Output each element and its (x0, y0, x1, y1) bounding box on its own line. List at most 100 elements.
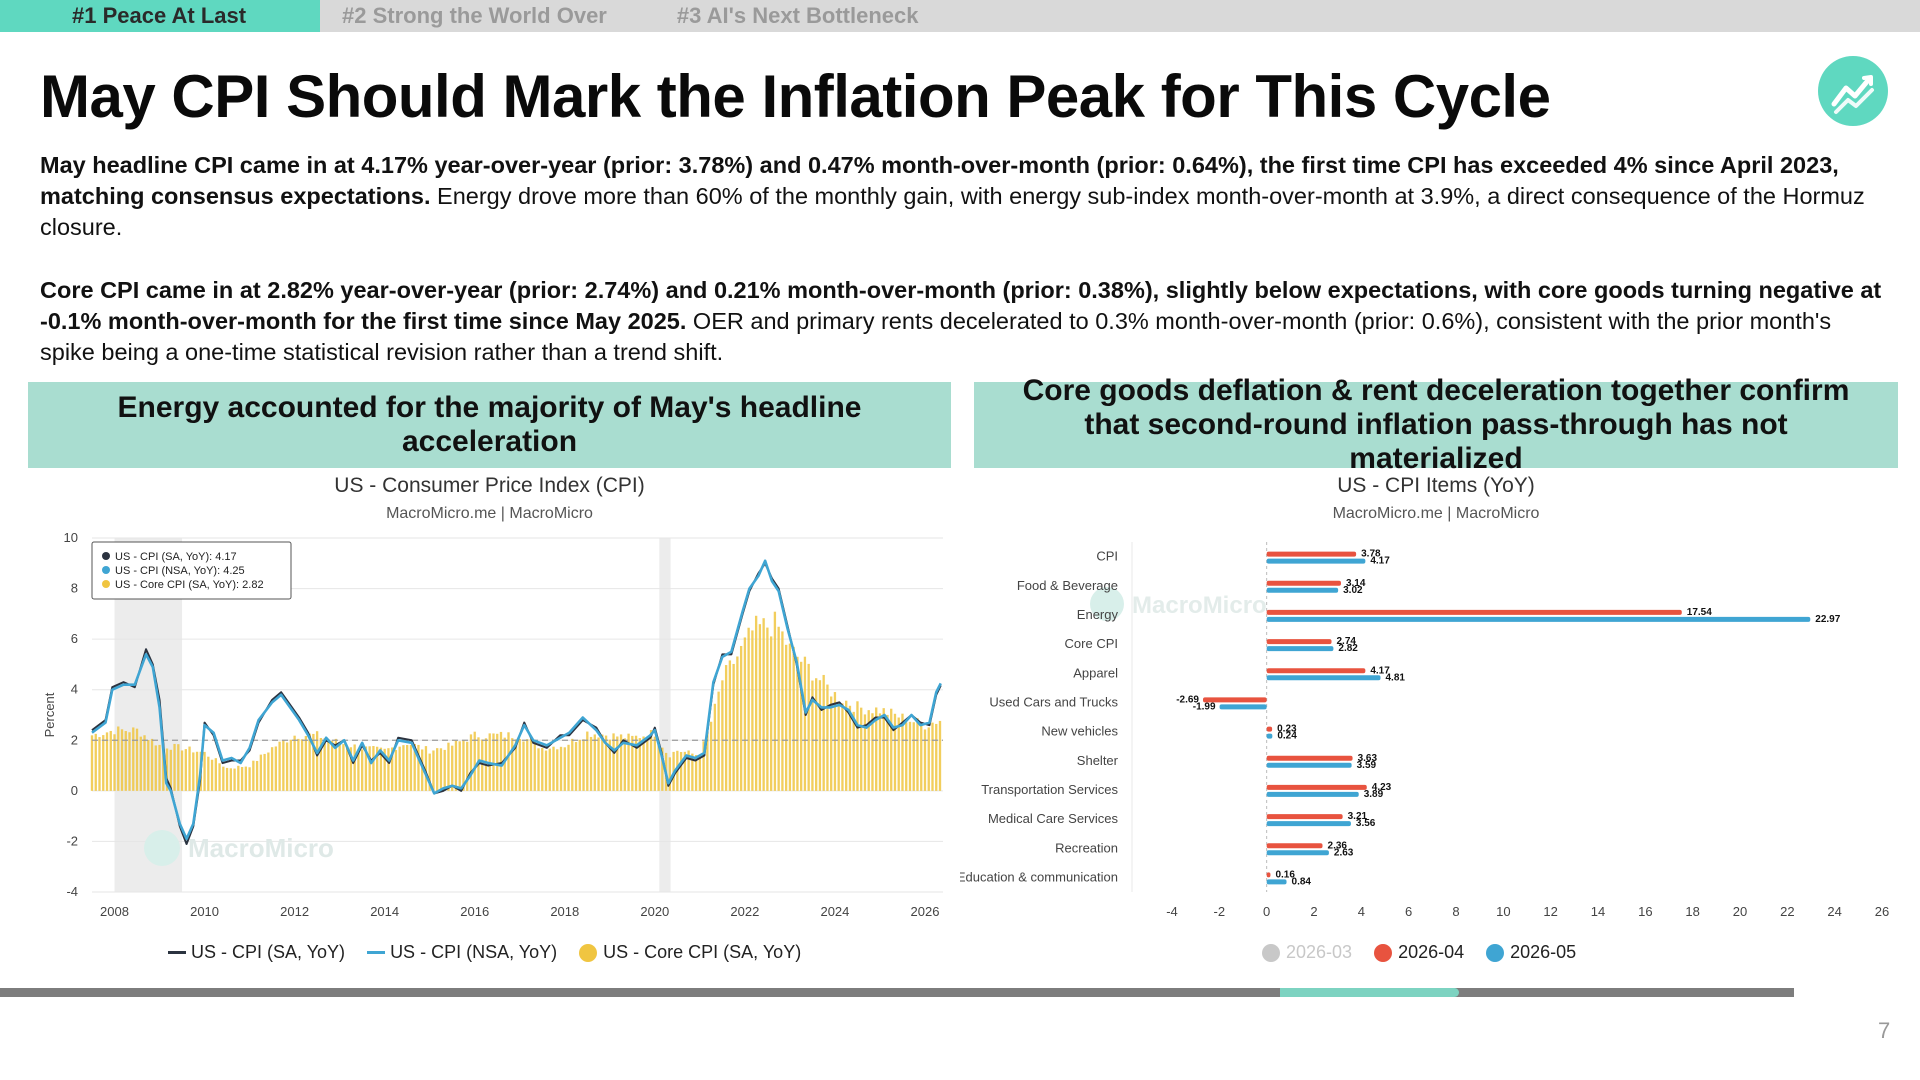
core-cpi-bar (777, 626, 780, 791)
bar-2026-04[interactable] (1266, 551, 1357, 557)
bar-value-label: 3.63 (1358, 753, 1378, 764)
core-cpi-bar (830, 696, 833, 791)
legend-cpi-sa-label: US - CPI (SA, YoY) (191, 942, 346, 962)
bar-2026-04[interactable] (1266, 580, 1341, 586)
tooltip-entry: US - CPI (SA, YoY): 4.17 (115, 551, 237, 563)
core-cpi-bar (203, 751, 206, 791)
core-cpi-bar (826, 684, 829, 791)
bar-2026-04[interactable] (1266, 814, 1343, 820)
bar-2026-04[interactable] (1266, 872, 1271, 878)
core-cpi-bar (556, 749, 559, 791)
legend-2026-04[interactable]: 2026-04 (1374, 942, 1464, 963)
x-tick-label: 2010 (190, 904, 219, 919)
core-cpi-bar (800, 661, 803, 791)
core-cpi-bar (132, 727, 135, 791)
core-cpi-bar (702, 741, 705, 791)
core-cpi-bar (612, 733, 615, 791)
bar-2026-04[interactable] (1266, 755, 1353, 761)
bar-2026-05[interactable] (1266, 558, 1366, 564)
core-cpi-bar (383, 748, 386, 791)
bar-2026-05[interactable] (1266, 821, 1351, 827)
x-tick-label: 2 (1310, 904, 1317, 919)
x-tick-label: 2012 (280, 904, 309, 919)
core-cpi-bar (589, 736, 593, 791)
legend-2026-03[interactable]: 2026-03 (1262, 942, 1352, 963)
bar-2026-04[interactable] (1266, 668, 1366, 674)
bar-value-label: 3.78 (1361, 549, 1381, 560)
bar-2026-05[interactable] (1266, 733, 1273, 739)
core-cpi-bar (511, 738, 514, 791)
core-cpi-bar (762, 618, 765, 791)
core-cpi-bar (263, 753, 266, 791)
core-cpi-bar (788, 643, 792, 791)
core-cpi-bar (773, 611, 777, 791)
core-cpi-bar (841, 703, 844, 791)
core-cpi-bar (912, 722, 915, 791)
legend-2026-05[interactable]: 2026-05 (1486, 942, 1576, 963)
core-cpi-bar (766, 627, 769, 791)
x-tick-label: 2008 (100, 904, 129, 919)
core-cpi-bar (338, 743, 341, 791)
watermark-text: MacroMicro (188, 833, 334, 863)
core-cpi-bar (207, 756, 210, 791)
bar-2026-04[interactable] (1266, 843, 1323, 849)
bar-2026-04[interactable] (1266, 609, 1682, 615)
core-cpi-bar (387, 748, 390, 791)
core-cpi-bar (499, 731, 503, 791)
bar-2026-05[interactable] (1266, 646, 1334, 652)
core-cpi-bar (293, 735, 296, 791)
watermark-text: MacroMicro (1132, 592, 1267, 619)
core-cpi-bar (544, 750, 548, 791)
core-cpi-bar (514, 739, 518, 791)
bar-2026-04[interactable] (1266, 784, 1367, 790)
bar-2026-04[interactable] (1266, 639, 1332, 645)
core-cpi-bar (255, 760, 259, 791)
core-cpi-bar (529, 738, 533, 791)
core-cpi-bar (229, 768, 232, 791)
tooltip-dot (102, 580, 110, 588)
tab-strong-the-world-over[interactable]: #2 Strong the World Over (342, 3, 607, 28)
core-cpi-bar (398, 746, 401, 791)
core-cpi-bar (327, 739, 330, 791)
bar-2026-05[interactable] (1266, 762, 1352, 768)
core-cpi-bar (240, 766, 244, 791)
core-cpi-bar (503, 737, 506, 791)
core-cpi-bar (285, 742, 289, 791)
core-cpi-bar (687, 750, 690, 791)
core-cpi-bar (105, 732, 109, 791)
core-cpi-bar (721, 680, 724, 791)
core-cpi-bar (458, 741, 461, 791)
core-cpi-bar (233, 768, 236, 791)
core-cpi-bar (867, 710, 870, 791)
core-cpi-bar (409, 744, 413, 791)
core-cpi-bar (428, 753, 431, 791)
bar-2026-05[interactable] (1266, 616, 1811, 622)
bar-2026-05[interactable] (1266, 587, 1339, 593)
tab-peace-at-last[interactable]: #1 Peace At Last (0, 0, 320, 32)
core-cpi-paragraph: Core CPI came in at 2.82% year-over-year… (40, 275, 1890, 368)
bar-2026-05[interactable] (1266, 791, 1359, 797)
core-cpi-bar (574, 742, 578, 791)
legend-cpi-nsa[interactable]: US - CPI (NSA, YoY) (367, 942, 557, 963)
core-cpi-bar (312, 733, 315, 791)
legend-cpi-sa[interactable]: US - CPI (SA, YoY) (168, 942, 345, 963)
y-tick-label: 0 (71, 783, 78, 798)
core-cpi-bar (815, 678, 818, 791)
core-cpi-bar (691, 753, 694, 791)
core-cpi-bar (593, 734, 596, 791)
core-cpi-bar (818, 680, 822, 791)
bar-2026-05[interactable] (1266, 850, 1329, 856)
core-cpi-bar (379, 747, 383, 791)
bar-2026-04[interactable] (1266, 726, 1273, 732)
bar-2026-04[interactable] (1203, 697, 1267, 703)
legend-core-cpi[interactable]: US - Core CPI (SA, YoY) (579, 942, 801, 963)
core-cpi-bar (751, 630, 754, 791)
bar-value-label: 4.81 (1386, 672, 1406, 683)
bar-2026-05[interactable] (1266, 675, 1381, 681)
bar-value-label: 0.24 (1277, 731, 1297, 742)
bar-2026-05[interactable] (1266, 879, 1287, 885)
core-cpi-bar (728, 660, 732, 791)
bar-2026-05[interactable] (1219, 704, 1267, 710)
core-cpi-bar (330, 740, 334, 791)
tab-ai-next-bottleneck[interactable]: #3 AI's Next Bottleneck (676, 3, 919, 28)
